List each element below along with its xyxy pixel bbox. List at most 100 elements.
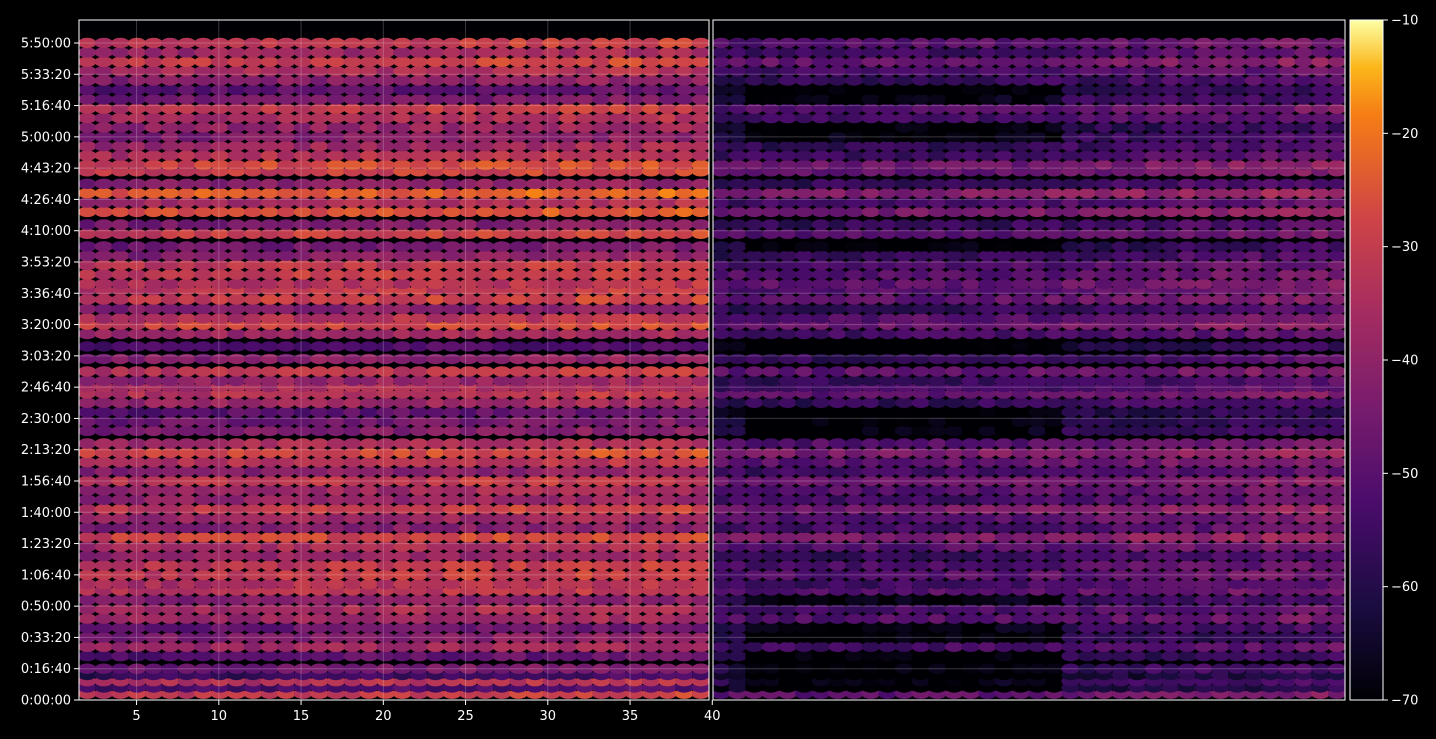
heatmap-cell	[1194, 494, 1214, 505]
heatmap-cell	[961, 353, 980, 365]
heatmap-cell	[1178, 269, 1197, 280]
heatmap-cell	[978, 663, 997, 674]
heatmap-cell	[728, 197, 747, 208]
heatmap-cell	[1311, 294, 1330, 305]
heatmap-cell	[728, 228, 747, 239]
heatmap-cell	[1044, 328, 1064, 340]
heatmap-cell	[94, 228, 114, 239]
heatmap-cell	[811, 579, 831, 590]
heatmap-cell	[177, 188, 196, 199]
heatmap-cell	[542, 219, 561, 230]
heatmap-cell	[1028, 513, 1047, 524]
heatmap-cell	[160, 541, 180, 552]
heatmap-cell	[592, 122, 611, 133]
heatmap-cell	[293, 425, 312, 437]
heatmap-cell	[227, 579, 246, 590]
heatmap-cell	[310, 197, 329, 208]
heatmap-cell	[1028, 641, 1047, 652]
heatmap-cell	[79, 447, 97, 458]
heatmap-cell	[894, 475, 914, 487]
heatmap-cell	[1211, 416, 1230, 427]
heatmap-cell	[978, 504, 997, 515]
heatmap-cell	[828, 475, 847, 487]
heatmap-cell	[625, 188, 644, 199]
heatmap-cell	[194, 594, 213, 606]
heatmap-cell	[761, 407, 781, 418]
heatmap-cell	[811, 541, 831, 552]
heatmap-cell	[326, 47, 346, 58]
heatmap-cell	[778, 651, 797, 662]
heatmap-cell	[1144, 447, 1164, 458]
heatmap-cell	[1078, 532, 1097, 543]
heatmap-cell	[442, 375, 462, 387]
heatmap-cell	[393, 522, 412, 534]
heatmap-cell	[558, 613, 578, 624]
heatmap-cell	[1327, 141, 1345, 152]
heatmap-cell	[1327, 269, 1345, 280]
heatmap-cell	[978, 541, 997, 552]
heatmap-cell	[1261, 522, 1280, 534]
heatmap-cell	[542, 37, 561, 49]
heatmap-cell	[1294, 622, 1313, 634]
heatmap-cell	[558, 341, 578, 352]
heatmap-cell	[641, 122, 661, 133]
heatmap-cell	[194, 622, 213, 634]
heatmap-cell	[1327, 278, 1345, 290]
heatmap-cell	[293, 579, 312, 590]
heatmap-cell	[911, 250, 930, 261]
heatmap-cell	[111, 47, 130, 58]
heatmap-cell	[658, 75, 677, 86]
heatmap-cell	[492, 569, 511, 581]
heatmap-cell	[713, 141, 731, 152]
heatmap-cell	[1161, 522, 1180, 534]
heatmap-cell	[343, 613, 362, 624]
heatmap-cell	[1078, 407, 1097, 418]
heatmap-cell	[641, 131, 661, 143]
heatmap-cell	[277, 632, 296, 643]
heatmap-cell	[592, 622, 611, 634]
heatmap-cell	[795, 457, 814, 468]
heatmap-cell	[575, 651, 594, 662]
heatmap-cell	[525, 228, 545, 239]
heatmap-cell	[343, 504, 362, 515]
heatmap-cell	[343, 425, 362, 437]
heatmap-cell	[944, 150, 964, 161]
heatmap-cell	[625, 103, 644, 114]
heatmap-cell	[608, 103, 628, 114]
heatmap-cell	[1194, 141, 1214, 152]
heatmap-cell	[641, 541, 661, 552]
heatmap-cell	[1094, 579, 1114, 590]
heatmap-cell	[393, 541, 412, 552]
heatmap-cell	[144, 504, 163, 515]
heatmap-cell	[509, 466, 528, 477]
heatmap-cell	[243, 219, 263, 230]
heatmap-cell	[509, 178, 528, 189]
heatmap-cell	[1078, 278, 1097, 290]
heatmap-cell	[459, 613, 478, 624]
heatmap-cell	[359, 328, 379, 340]
heatmap-cell	[1194, 375, 1214, 387]
heatmap-cell	[227, 550, 246, 562]
heatmap-cell	[509, 269, 528, 280]
heatmap-cell	[359, 641, 379, 652]
heatmap-cell	[1178, 259, 1197, 271]
heatmap-cell	[608, 56, 628, 67]
heatmap-cell	[845, 375, 864, 387]
heatmap-cell	[177, 259, 196, 271]
heatmap-cell	[894, 219, 914, 230]
heatmap-cell	[492, 269, 511, 280]
heatmap-cell	[658, 66, 677, 77]
heatmap-cell	[144, 457, 163, 468]
heatmap-cell	[542, 159, 561, 171]
heatmap-cell	[144, 397, 163, 408]
heatmap-cell	[575, 569, 594, 581]
heatmap-cell	[713, 622, 731, 634]
heatmap-cell	[177, 112, 196, 124]
heatmap-cell	[111, 513, 130, 524]
heatmap-cell	[293, 632, 312, 643]
heatmap-cell	[426, 294, 445, 305]
heatmap-cell	[994, 613, 1014, 624]
heatmap-cell	[1211, 550, 1230, 562]
heatmap-cell	[343, 366, 362, 377]
